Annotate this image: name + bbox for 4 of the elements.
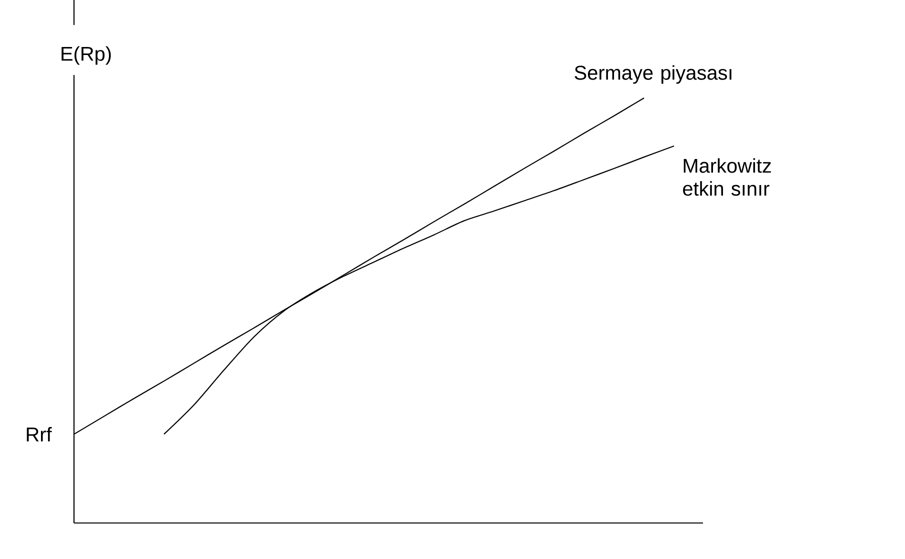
y-axis-title: E(Rp) [62, 46, 111, 65]
text: Rrf [26, 426, 52, 442]
series-label: Markowitz etkin sınır [683, 158, 771, 196]
series-label: Sermaye piyasası [574, 65, 732, 84]
